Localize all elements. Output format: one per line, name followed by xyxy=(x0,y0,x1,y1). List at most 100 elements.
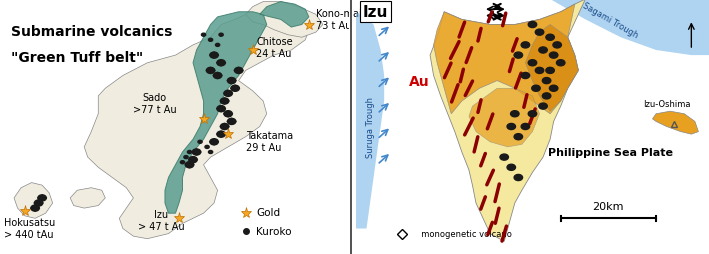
Polygon shape xyxy=(209,52,219,60)
Polygon shape xyxy=(206,67,216,75)
Circle shape xyxy=(535,68,544,74)
Circle shape xyxy=(507,165,515,171)
Circle shape xyxy=(201,34,206,37)
Circle shape xyxy=(542,78,551,84)
Polygon shape xyxy=(434,5,579,114)
Polygon shape xyxy=(469,89,540,147)
Circle shape xyxy=(187,151,191,154)
Circle shape xyxy=(228,78,236,84)
Text: Sado
>77 t Au: Sado >77 t Au xyxy=(133,93,177,114)
Polygon shape xyxy=(430,0,586,241)
Polygon shape xyxy=(184,161,195,169)
Circle shape xyxy=(224,111,233,117)
Circle shape xyxy=(528,60,537,67)
Polygon shape xyxy=(550,0,709,56)
Text: Chitose
24 t Au: Chitose 24 t Au xyxy=(256,37,293,58)
Polygon shape xyxy=(233,67,244,75)
Text: Submarine volcanics: Submarine volcanics xyxy=(11,25,172,39)
Polygon shape xyxy=(30,204,40,212)
Circle shape xyxy=(542,93,551,100)
Circle shape xyxy=(219,34,223,37)
Circle shape xyxy=(549,86,558,92)
Circle shape xyxy=(210,139,218,145)
Polygon shape xyxy=(245,3,323,38)
Text: Izu: Izu xyxy=(363,5,389,20)
Circle shape xyxy=(217,132,225,138)
Polygon shape xyxy=(219,123,230,131)
Polygon shape xyxy=(70,188,105,208)
Circle shape xyxy=(198,141,202,144)
Polygon shape xyxy=(356,13,384,229)
Polygon shape xyxy=(226,118,237,126)
Circle shape xyxy=(228,119,236,125)
Text: "Green Tuff belt": "Green Tuff belt" xyxy=(11,51,143,65)
Circle shape xyxy=(535,30,544,36)
Circle shape xyxy=(208,39,213,42)
Circle shape xyxy=(210,53,218,59)
Polygon shape xyxy=(191,149,202,156)
Circle shape xyxy=(185,162,194,168)
Circle shape xyxy=(180,161,184,164)
Circle shape xyxy=(220,99,229,105)
Circle shape xyxy=(217,60,225,67)
Circle shape xyxy=(521,124,530,130)
Polygon shape xyxy=(223,90,233,98)
Circle shape xyxy=(546,68,554,74)
Circle shape xyxy=(546,35,554,41)
Text: 20km: 20km xyxy=(593,201,624,211)
Circle shape xyxy=(208,151,213,154)
Polygon shape xyxy=(165,13,267,213)
Circle shape xyxy=(224,91,233,97)
Circle shape xyxy=(35,200,43,206)
Circle shape xyxy=(184,156,188,159)
Polygon shape xyxy=(216,60,226,67)
Circle shape xyxy=(539,104,547,110)
Circle shape xyxy=(500,154,508,161)
Polygon shape xyxy=(216,131,226,138)
Circle shape xyxy=(557,60,565,67)
Text: Sagami Trough: Sagami Trough xyxy=(581,1,640,40)
Circle shape xyxy=(206,68,215,74)
Circle shape xyxy=(31,205,39,211)
Circle shape xyxy=(217,106,225,112)
Polygon shape xyxy=(223,110,233,118)
Circle shape xyxy=(521,43,530,49)
Text: Philippine Sea Plate: Philippine Sea Plate xyxy=(547,147,673,157)
Circle shape xyxy=(539,48,547,54)
Polygon shape xyxy=(188,156,199,164)
Circle shape xyxy=(510,111,519,117)
Circle shape xyxy=(231,86,240,92)
Polygon shape xyxy=(230,85,240,93)
Polygon shape xyxy=(33,199,44,207)
Circle shape xyxy=(528,22,537,28)
Polygon shape xyxy=(226,77,237,85)
Text: Suruga Trough: Suruga Trough xyxy=(366,97,374,157)
Circle shape xyxy=(213,73,222,79)
Polygon shape xyxy=(216,105,226,113)
Circle shape xyxy=(38,195,46,201)
Polygon shape xyxy=(525,25,579,112)
Circle shape xyxy=(553,43,562,49)
Polygon shape xyxy=(219,98,230,105)
Polygon shape xyxy=(209,138,219,146)
Polygon shape xyxy=(14,183,52,218)
Text: Izu-Oshima: Izu-Oshima xyxy=(643,100,691,109)
Circle shape xyxy=(189,157,197,163)
Circle shape xyxy=(514,175,523,181)
Circle shape xyxy=(192,149,201,155)
Circle shape xyxy=(216,44,220,47)
Circle shape xyxy=(235,68,243,74)
Polygon shape xyxy=(84,13,309,239)
Polygon shape xyxy=(37,194,48,202)
Circle shape xyxy=(205,146,209,149)
Circle shape xyxy=(549,53,558,59)
Polygon shape xyxy=(652,112,698,135)
Text: Au: Au xyxy=(409,74,430,88)
Text: monogenetic volcano: monogenetic volcano xyxy=(416,229,512,238)
Text: Kuroko: Kuroko xyxy=(256,226,291,236)
Text: Takatama
29 t Au: Takatama 29 t Au xyxy=(245,131,293,152)
Circle shape xyxy=(528,111,537,117)
Circle shape xyxy=(532,86,540,92)
Circle shape xyxy=(220,124,229,130)
Text: Kono-mai
73 t Au: Kono-mai 73 t Au xyxy=(316,9,362,30)
